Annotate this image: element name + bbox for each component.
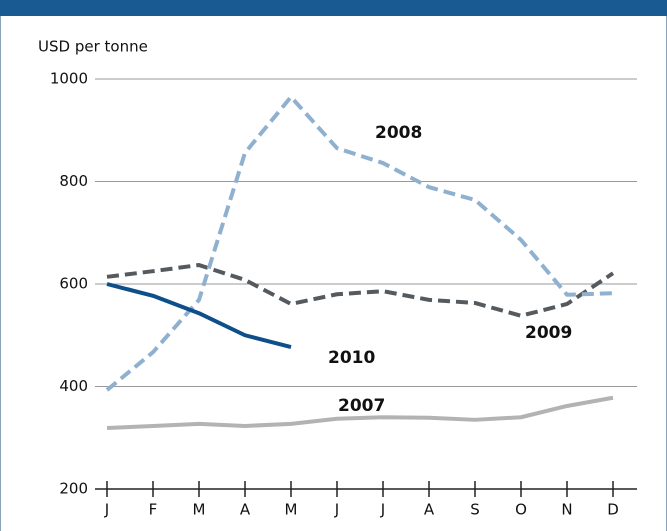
series-label: 2008 xyxy=(375,123,422,143)
x-tick-label: N xyxy=(561,501,572,519)
x-tick-label: M xyxy=(285,501,298,519)
y-tick-label: 1000 xyxy=(50,70,88,88)
series-line xyxy=(106,263,615,318)
series-line xyxy=(106,282,292,349)
series-label: 2010 xyxy=(328,348,375,368)
series-line xyxy=(106,395,614,431)
y-axis-label: USD per tonne xyxy=(38,38,148,56)
y-tick-label: 400 xyxy=(59,377,88,395)
y-tick-label: 200 xyxy=(59,480,88,498)
x-tick-label: M xyxy=(193,501,206,519)
series-label: 2007 xyxy=(338,396,385,416)
header-band xyxy=(0,0,667,16)
x-tick-label: O xyxy=(515,501,527,519)
x-tick-label: J xyxy=(380,501,385,519)
x-tick-label: S xyxy=(470,501,480,519)
x-tick-label: D xyxy=(607,501,619,519)
x-tick-label: F xyxy=(149,501,158,519)
x-tick-label: J xyxy=(334,501,339,519)
y-tick-label: 600 xyxy=(59,275,88,293)
x-tick-label: A xyxy=(240,501,251,519)
x-tick-label: A xyxy=(424,501,435,519)
y-tick-label: 800 xyxy=(59,172,88,190)
series-label: 2009 xyxy=(525,323,572,343)
x-tick-label: J xyxy=(104,501,109,519)
